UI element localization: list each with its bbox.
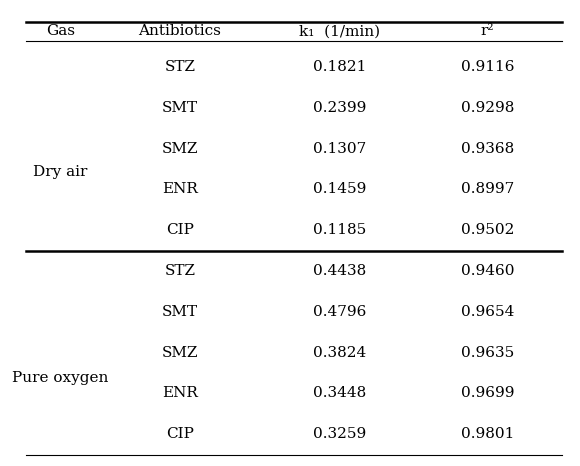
Text: 0.9368: 0.9368 — [461, 142, 514, 156]
Text: 0.1459: 0.1459 — [313, 183, 366, 197]
Text: STZ: STZ — [165, 264, 195, 278]
Text: 0.2399: 0.2399 — [313, 101, 366, 115]
Text: CIP: CIP — [166, 427, 194, 441]
Text: ENR: ENR — [162, 183, 198, 197]
Text: 0.9298: 0.9298 — [461, 101, 514, 115]
Text: SMZ: SMZ — [162, 142, 198, 156]
Text: CIP: CIP — [166, 223, 194, 237]
Text: 0.9116: 0.9116 — [461, 60, 514, 74]
Text: r²: r² — [481, 25, 494, 39]
Text: Antibiotics: Antibiotics — [139, 25, 222, 39]
Text: SMZ: SMZ — [162, 345, 198, 359]
Text: k₁  (1/min): k₁ (1/min) — [299, 25, 380, 39]
Text: 0.4438: 0.4438 — [313, 264, 366, 278]
Text: 0.8997: 0.8997 — [461, 183, 514, 197]
Text: 0.9654: 0.9654 — [461, 305, 514, 319]
Text: 0.3824: 0.3824 — [313, 345, 366, 359]
Text: 0.9635: 0.9635 — [461, 345, 514, 359]
Text: SMT: SMT — [162, 101, 198, 115]
Text: 0.1307: 0.1307 — [313, 142, 366, 156]
Text: 0.4796: 0.4796 — [313, 305, 366, 319]
Text: Gas: Gas — [46, 25, 75, 39]
Text: 0.3259: 0.3259 — [313, 427, 366, 441]
Text: Pure oxygen: Pure oxygen — [12, 370, 108, 384]
Text: Dry air: Dry air — [33, 165, 88, 179]
Text: 0.3448: 0.3448 — [313, 386, 366, 400]
Text: 0.9460: 0.9460 — [461, 264, 514, 278]
Text: 0.9699: 0.9699 — [461, 386, 514, 400]
Text: 0.1185: 0.1185 — [313, 223, 366, 237]
Text: 0.1821: 0.1821 — [313, 60, 366, 74]
Text: 0.9502: 0.9502 — [461, 223, 514, 237]
Text: SMT: SMT — [162, 305, 198, 319]
Text: 0.9801: 0.9801 — [461, 427, 514, 441]
Text: ENR: ENR — [162, 386, 198, 400]
Text: STZ: STZ — [165, 60, 195, 74]
